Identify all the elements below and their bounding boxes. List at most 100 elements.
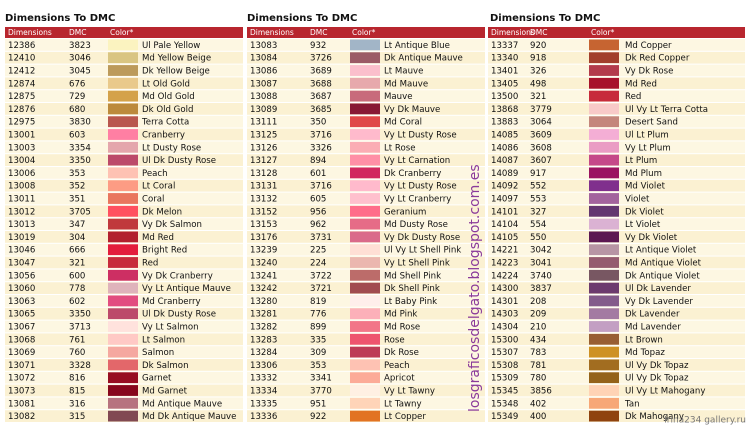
dmc-code: 780	[530, 374, 546, 384]
swatch	[108, 295, 138, 307]
color-name: Ul Vy Dk Topaz	[625, 374, 689, 384]
swatch	[589, 372, 619, 384]
color-name: Dk Lavender	[625, 310, 680, 320]
dmc-code: 335	[310, 335, 326, 345]
dmc-code: 553	[530, 195, 546, 205]
dmc-code: 351	[69, 195, 85, 205]
color-name: Vy Lt Tawny	[384, 387, 435, 397]
swatch	[108, 244, 138, 256]
swatch	[350, 65, 380, 76]
swatch	[589, 65, 619, 76]
color-name: Lt Dusty Rose	[142, 143, 201, 153]
swatch	[350, 141, 380, 153]
swatch	[108, 269, 138, 281]
dmc-code: 554	[530, 220, 546, 230]
color-name: Dk Cranberry	[384, 169, 441, 179]
dmc-code: 729	[69, 92, 85, 102]
dmc-code: 666	[69, 246, 85, 256]
dimensions-code: 14300	[491, 284, 518, 294]
dmc-code: 3716	[310, 182, 332, 192]
dimensions-code: 13082	[8, 412, 35, 422]
swatch	[350, 346, 380, 358]
dmc-code: 327	[530, 207, 546, 217]
swatch	[589, 295, 619, 307]
color-name: Ul Dk Lavender	[625, 284, 691, 294]
color-name: Lt Plum	[625, 156, 657, 166]
color-name: Ul Pale Yellow	[142, 41, 200, 51]
dmc-code: 3713	[69, 323, 91, 333]
color-name: Dk Rose	[384, 348, 419, 358]
dmc-code: 3328	[69, 361, 91, 371]
dimensions-code: 15307	[491, 348, 518, 358]
swatch	[108, 90, 138, 102]
color-name: Vy Lt Antique Mauve	[142, 284, 231, 294]
swatch	[589, 359, 619, 371]
dimensions-code: 13401	[491, 67, 518, 77]
color-name: Md Rose	[384, 323, 420, 333]
dimensions-code: 14304	[491, 323, 518, 333]
color-name: Lt Violet	[625, 220, 661, 230]
swatch	[108, 52, 138, 64]
dimensions-code: 14089	[491, 169, 518, 179]
swatch	[108, 141, 138, 153]
dimensions-code: 14221	[491, 246, 518, 256]
dimensions-code: 14104	[491, 220, 518, 230]
dmc-code: 353	[310, 361, 326, 371]
dmc-code: 210	[530, 323, 546, 333]
dimensions-code: 13240	[250, 259, 277, 269]
dimensions-code: 13128	[250, 169, 277, 179]
dmc-code: 3837	[530, 284, 552, 294]
dimensions-code: 13282	[250, 323, 277, 333]
dimensions-code: 13008	[8, 182, 35, 192]
color-name: Vy Lt Dusty Rose	[384, 131, 457, 141]
dmc-code: 3705	[69, 207, 91, 217]
dimensions-code: 13500	[491, 92, 518, 102]
swatch	[589, 116, 619, 128]
color-name: Lt Salmon	[142, 335, 185, 345]
swatch	[589, 308, 619, 320]
dimensions-code: 13337	[491, 41, 518, 51]
color-name: Dk Shell Pink	[384, 284, 440, 294]
swatch	[108, 65, 138, 76]
dmc-code: 316	[69, 399, 85, 409]
swatch	[350, 167, 380, 179]
dmc-code: 3045	[69, 67, 91, 77]
dmc-code: 951	[310, 399, 326, 409]
swatch	[108, 180, 138, 192]
header-cell: Color*	[352, 28, 376, 37]
dimensions-code: 13334	[250, 387, 277, 397]
dimensions-code: 14223	[491, 259, 518, 269]
dmc-code: 3689	[310, 67, 332, 77]
color-name: Dk Red Copper	[625, 54, 690, 64]
dmc-code: 350	[310, 118, 326, 128]
swatch	[350, 308, 380, 320]
swatch	[108, 231, 138, 243]
swatch	[350, 231, 380, 243]
dmc-code: 315	[69, 412, 85, 422]
color-name: Md Red	[142, 233, 174, 243]
color-name: Geranium	[384, 207, 426, 217]
swatch	[350, 193, 380, 204]
swatch	[108, 129, 138, 140]
color-name: Vy Dk Cranberry	[142, 271, 213, 281]
dimensions-code: 14301	[491, 297, 518, 307]
color-name: Lt Copper	[384, 412, 426, 422]
dimensions-code: 13125	[250, 131, 277, 141]
dimensions-code: 13060	[8, 284, 35, 294]
color-name: Lt Mauve	[384, 67, 423, 77]
dimensions-code: 13081	[8, 399, 35, 409]
dimensions-code: 13001	[8, 131, 35, 141]
dimensions-code: 13283	[250, 335, 277, 345]
dmc-code: 3609	[530, 131, 552, 141]
dmc-code: 3350	[69, 310, 91, 320]
dmc-code: 3326	[310, 143, 332, 153]
dimensions-code: 13088	[250, 92, 277, 102]
swatch	[589, 410, 619, 422]
dmc-code: 3830	[69, 118, 91, 128]
color-name: Md Shell Pink	[384, 271, 441, 281]
color-name: Md Yellow Beige	[142, 54, 211, 64]
color-name: Md Copper	[625, 41, 672, 51]
color-name: Md Mauve	[384, 79, 428, 89]
dimensions-code: 14303	[491, 310, 518, 320]
color-name: Ul Vy Lt Terra Cotta	[625, 105, 708, 115]
